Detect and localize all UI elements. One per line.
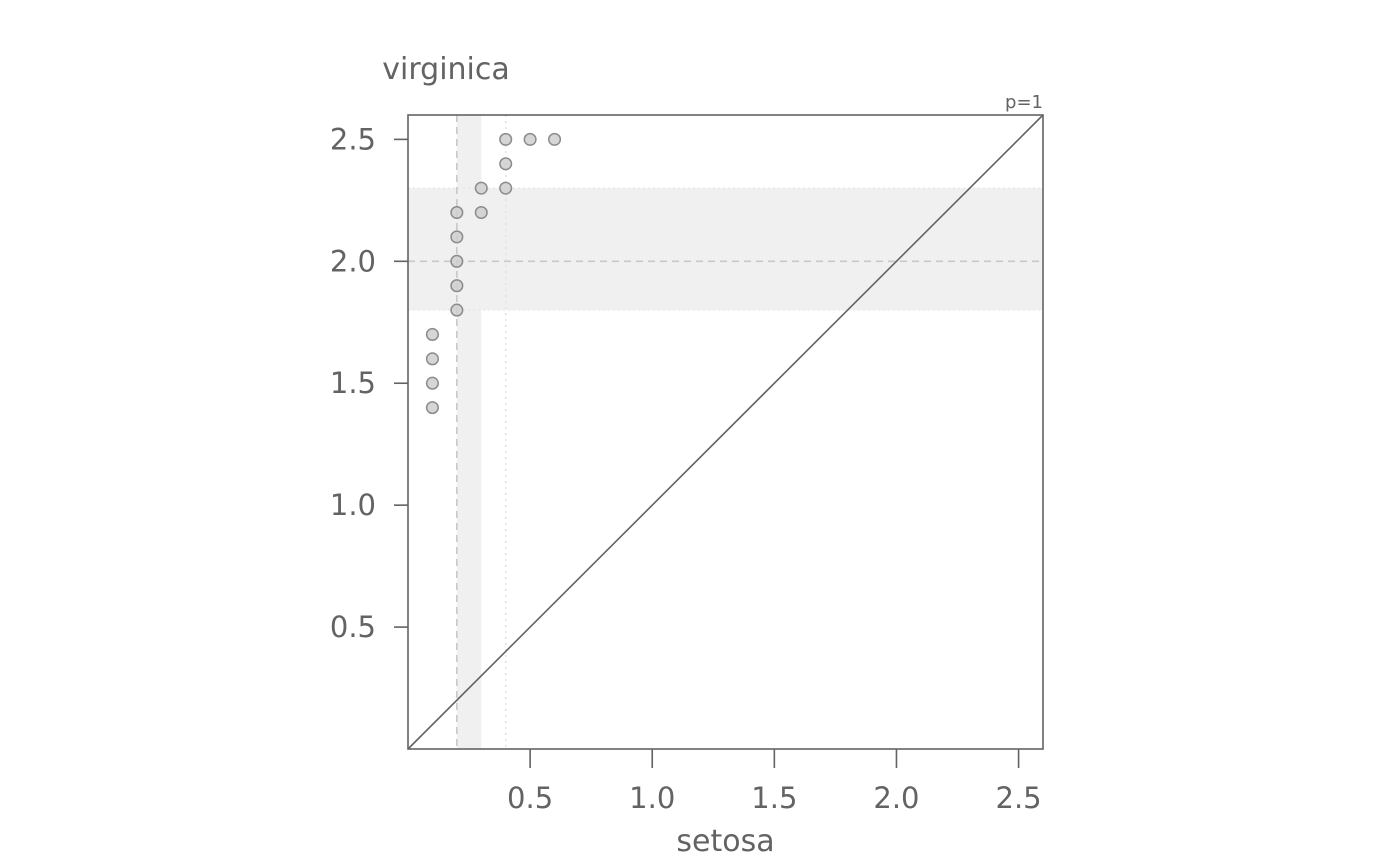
x-tick-label: 1.0 bbox=[629, 781, 675, 815]
data-point bbox=[425, 352, 439, 366]
identity-line bbox=[407, 114, 1044, 750]
data-point bbox=[474, 181, 488, 195]
x-axis-ticks: 0.5 1.0 1.5 2.0 2.5 bbox=[507, 749, 1042, 815]
data-point bbox=[425, 401, 439, 415]
data-point bbox=[450, 254, 464, 268]
y-tick-label: 2.5 bbox=[330, 122, 376, 156]
data-point bbox=[474, 205, 488, 220]
x-tick-label: 1.5 bbox=[751, 781, 797, 815]
data-point bbox=[450, 230, 464, 244]
plot-frame bbox=[407, 114, 1044, 750]
x-tick-label: 2.0 bbox=[873, 781, 919, 815]
x-axis-title: setosa bbox=[676, 824, 774, 859]
x-tick-label: 2.5 bbox=[996, 781, 1042, 815]
data-point bbox=[425, 376, 439, 390]
data-point bbox=[523, 132, 537, 146]
y-tick-label: 1.5 bbox=[330, 366, 376, 400]
data-point bbox=[499, 157, 513, 171]
p-value-annotation: p=1 bbox=[1005, 92, 1043, 113]
data-point bbox=[425, 327, 439, 342]
data-points bbox=[425, 132, 562, 415]
iqr-bands bbox=[408, 115, 1043, 749]
y-tick-label: 0.5 bbox=[330, 610, 376, 644]
y-tick-label: 1.0 bbox=[330, 488, 376, 522]
y-tick-label: 2.0 bbox=[330, 244, 376, 278]
data-point bbox=[499, 181, 513, 195]
data-point bbox=[547, 132, 562, 146]
y-iqr-band bbox=[408, 188, 1043, 311]
y-axis-ticks: 0.5 1.0 1.5 2.0 2.5 bbox=[330, 122, 408, 644]
data-point bbox=[450, 303, 464, 317]
data-point bbox=[450, 205, 464, 220]
data-point bbox=[499, 132, 513, 146]
data-point bbox=[450, 279, 464, 293]
summary-guides bbox=[408, 115, 1043, 749]
x-tick-label: 0.5 bbox=[507, 781, 553, 815]
y-axis-title: virginica bbox=[382, 52, 510, 87]
